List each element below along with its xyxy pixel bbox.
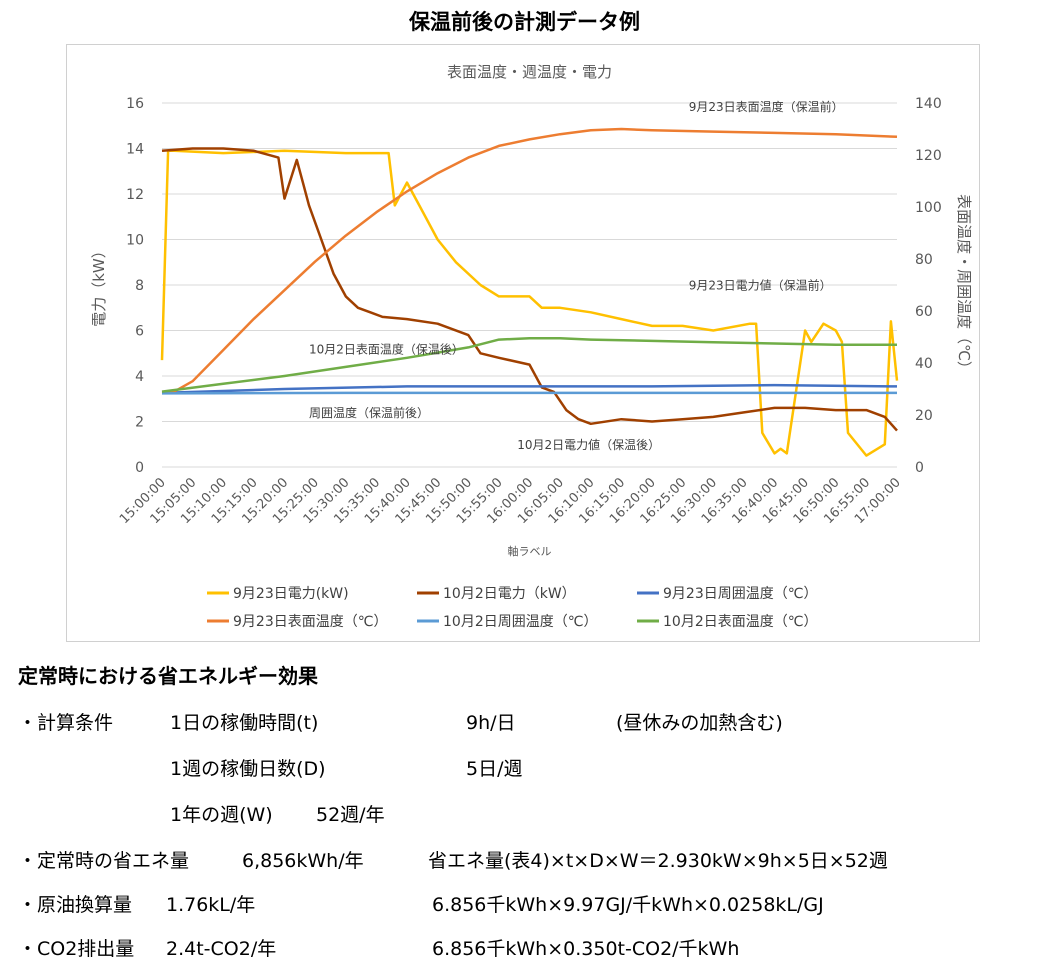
page-title: 保温前後の計測データ例 xyxy=(409,10,640,34)
y-left-tick-label: 12 xyxy=(126,187,144,203)
y-right-tick-label: 80 xyxy=(915,252,933,268)
operating-hours-note: (昼休みの加熱含む) xyxy=(616,712,783,734)
calc-conditions-label: ・計算条件 xyxy=(18,712,114,734)
chart-annotation: 10月2日電力値（保温後） xyxy=(517,437,660,452)
chart-area: 表面温度・週温度・電力 0 2 4 6 8 10 12 14 16 0 20 40 60 80 100 120 1… xyxy=(66,44,980,642)
y-left-tick-label: 8 xyxy=(135,278,144,294)
energy-saving-label: ・定常時の省エネ量 xyxy=(18,850,190,872)
chart-annotation: 周囲温度（保温前後） xyxy=(309,405,429,420)
series-line-5 xyxy=(161,391,897,395)
weeks-per-year-value: 52週/年 xyxy=(316,804,385,826)
chart-annotation: 9月23日電力値（保温前） xyxy=(689,278,832,293)
y-right-tick-label: 120 xyxy=(915,148,942,164)
y-right-axis-label: 表面温度・周囲温度（℃） xyxy=(955,194,973,376)
weeks-per-year-label: 1年の週(W) xyxy=(170,804,273,826)
operating-hours-label: 1日の稼働時間(t) xyxy=(170,712,319,734)
y-left-tick-label: 14 xyxy=(126,142,144,158)
operating-days-value: 5日/週 xyxy=(466,758,523,780)
chart-annotation: 9月23日表面温度（保温前） xyxy=(689,99,844,114)
legend-label: 9月23日電力(kW) xyxy=(233,586,349,602)
y-left-tick-label: 16 xyxy=(126,96,144,112)
series-line-1 xyxy=(160,149,899,457)
legend-label: 10月2日表面温度（℃） xyxy=(663,614,817,630)
co2-value: 2.4t-CO2/年 xyxy=(166,938,277,960)
y-right-tick-label: 0 xyxy=(915,460,924,476)
series-line-2 xyxy=(161,147,898,432)
y-left-tick-label: 2 xyxy=(135,415,144,431)
crude-oil-value: 1.76kL/年 xyxy=(166,894,256,916)
y-right-tick-label: 140 xyxy=(915,96,942,112)
co2-formula: 6.856千kWh×0.350t-CO2/千kWh xyxy=(432,938,740,960)
series-line-3 xyxy=(161,383,898,395)
y-left-tick-label: 6 xyxy=(135,324,144,340)
operating-hours-value: 9h/日 xyxy=(466,712,516,734)
crude-oil-formula: 6.856千kWh×9.97GJ/千kWh×0.0258kL/GJ xyxy=(432,894,824,916)
co2-label: ・CO2排出量 xyxy=(18,938,135,960)
series-line-4 xyxy=(161,127,898,395)
section-title: 定常時における省エネルギー効果 xyxy=(18,664,318,688)
y-left-tick-label: 10 xyxy=(126,233,144,249)
operating-days-label: 1週の稼働日数(D) xyxy=(170,758,326,780)
y-right-tick-label: 40 xyxy=(915,356,933,372)
legend-label: 10月2日電力（kW） xyxy=(443,586,576,602)
line-chart: 表面温度・週温度・電力 0 2 4 6 8 10 12 14 16 0 20 40 60 80 100 120 1… xyxy=(90,63,973,630)
crude-oil-label: ・原油換算量 xyxy=(18,894,133,916)
y-left-tick-label: 0 xyxy=(135,460,144,476)
energy-saving-value: 6,856kWh/年 xyxy=(242,850,364,872)
chart-annotation: 10月2日表面温度（保温後） xyxy=(309,341,464,356)
y-right-tick-label: 20 xyxy=(915,408,933,424)
energy-saving-formula: 省エネ量(表4)×t×D×W＝2.930kW×9h×5日×52週 xyxy=(428,850,888,872)
legend-label: 10月2日周囲温度（℃） xyxy=(443,614,597,630)
legend-label: 9月23日表面温度（℃） xyxy=(233,614,387,630)
legend-label: 9月23日周囲温度（℃） xyxy=(663,586,817,602)
y-right-tick-label: 60 xyxy=(915,304,933,320)
y-left-tick-label: 4 xyxy=(135,369,144,385)
y-right-tick-label: 100 xyxy=(915,200,942,216)
chart-title: 表面温度・週温度・電力 xyxy=(447,63,612,81)
series-line-6 xyxy=(161,337,897,393)
y-left-axis-label: 電力（kW） xyxy=(90,243,108,327)
x-axis-label: 軸ラベル xyxy=(508,544,552,558)
